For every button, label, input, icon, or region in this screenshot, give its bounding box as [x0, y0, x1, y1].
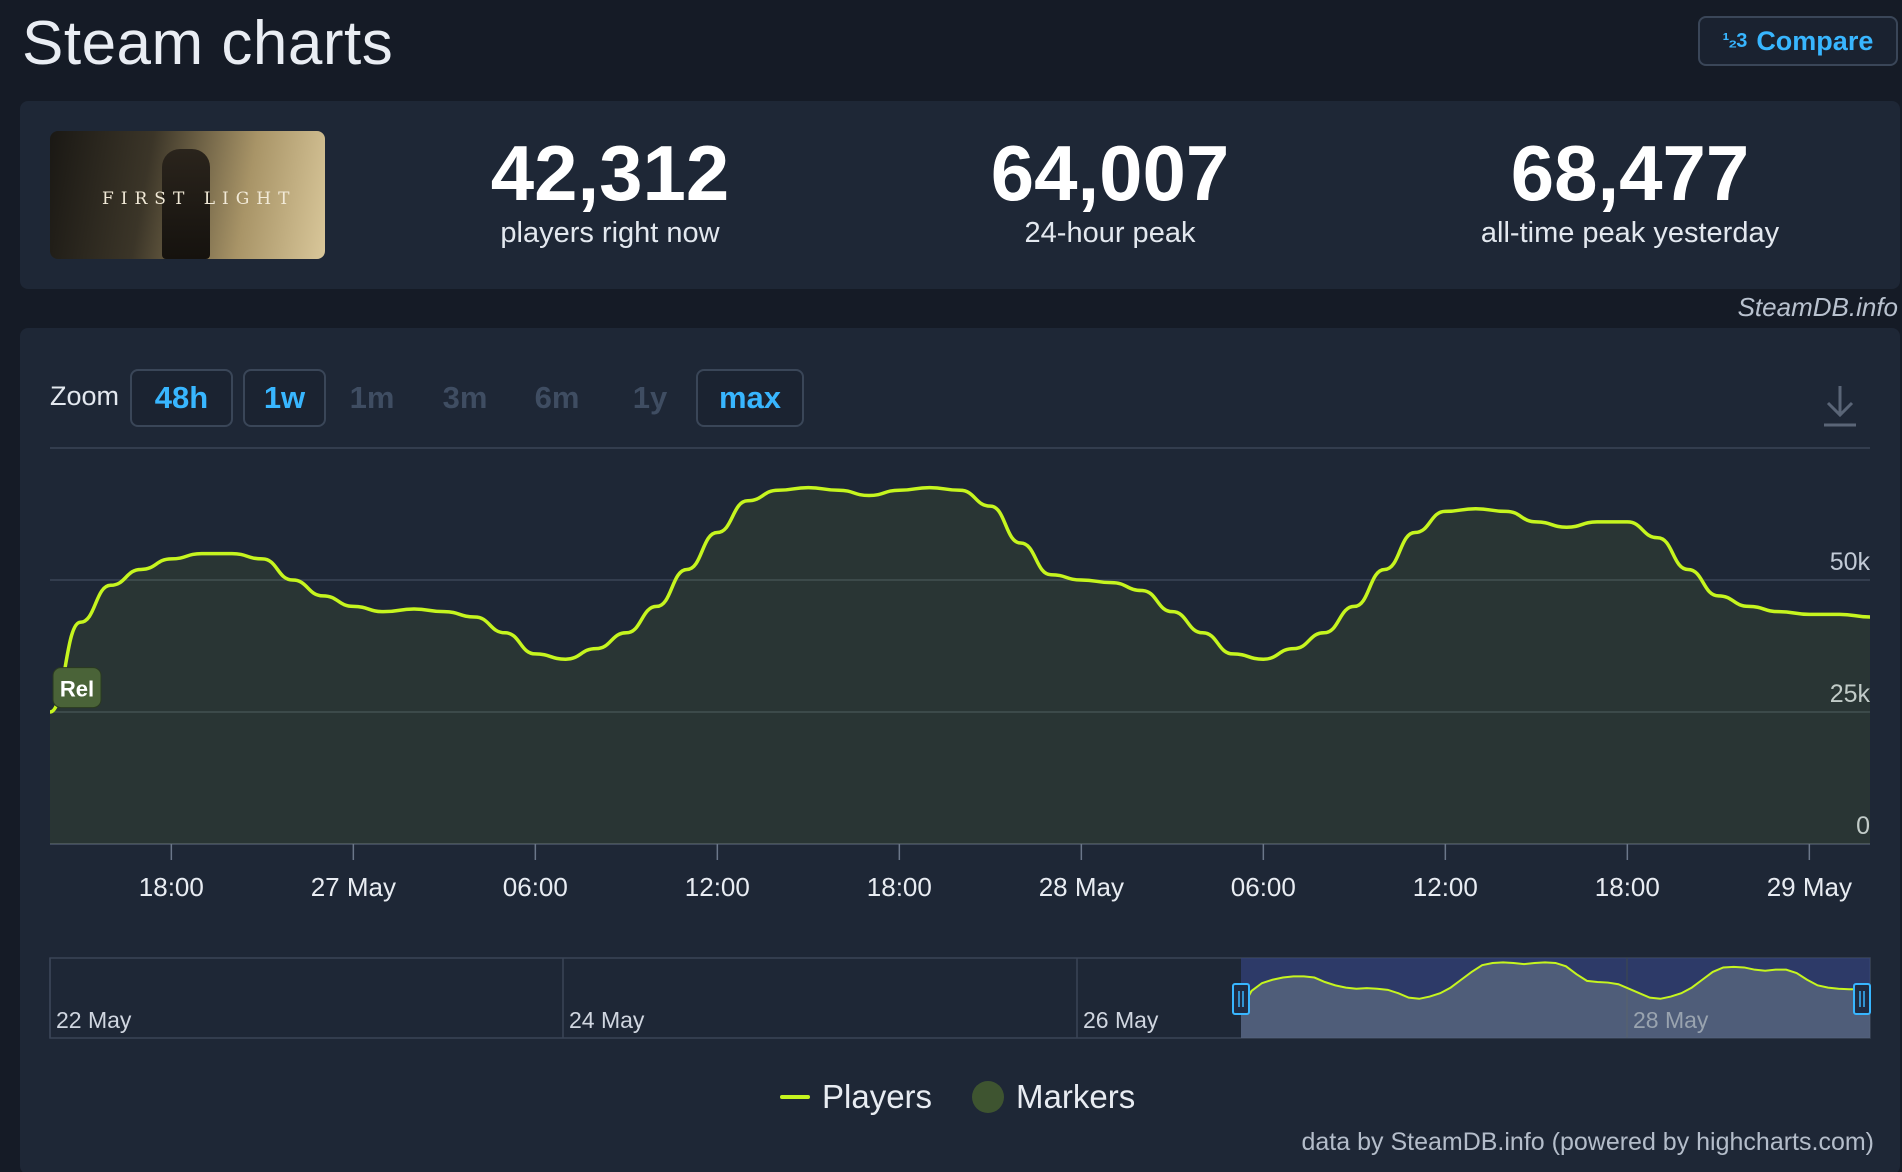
x-tick-label: 28 May [1039, 872, 1124, 902]
stat-24h-peak: 64,007 24-hour peak [960, 131, 1260, 250]
zoom-3m-button[interactable]: 3m [442, 380, 488, 415]
x-tick-label: 06:00 [1231, 872, 1296, 902]
x-tick-label: 29 May [1767, 872, 1852, 902]
zoom-1m-button[interactable]: 1m [349, 380, 395, 415]
stat-players-now: 42,312 players right now [460, 131, 760, 250]
compare-button-label: Compare [1756, 25, 1874, 56]
navigator-left-handle[interactable] [1232, 983, 1250, 1015]
zoom-6m-button[interactable]: 6m [534, 380, 580, 415]
stats-panel: FIRST LIGHT 42,312 players right now 64,… [20, 101, 1900, 289]
all-time-peak-value: 68,477 [1510, 129, 1750, 217]
x-tick-label: 06:00 [503, 872, 568, 902]
players-series-line[interactable] [49, 485, 1871, 714]
players-chart[interactable]: 0 25k 50k 18:00 27 May 06:00 12:00 18:00 28 May… [20, 328, 1900, 1068]
y-tick-label: 50k [1830, 548, 1871, 576]
navigator-date-label: 22 May [56, 1007, 132, 1033]
stat-all-time-peak: 68,477 all-time peak yesterday [1440, 131, 1820, 250]
y-tick-label: 25k [1830, 680, 1871, 708]
game-character-figure [162, 149, 210, 259]
download-icon[interactable] [1822, 384, 1858, 428]
legend-markers[interactable]: Markers [972, 1078, 1135, 1116]
navigator-right-handle[interactable] [1853, 983, 1871, 1015]
zoom-1y-button[interactable]: 1y [632, 380, 668, 415]
legend-players[interactable]: Players [780, 1078, 932, 1116]
game-logo-text: FIRST LIGHT [102, 189, 297, 209]
navigator-series-line [1240, 961, 1871, 1011]
release-marker-label: Rel [60, 677, 94, 702]
footer-credit[interactable]: data by SteamDB.info (powered by highcha… [1301, 1128, 1875, 1156]
players-legend-swatch [780, 1095, 810, 1099]
navigator-date-label: 26 May [1083, 1007, 1159, 1033]
legend-players-label: Players [822, 1078, 933, 1115]
peak-24h-value: 64,007 [990, 129, 1230, 217]
zoom-1w-button[interactable]: 1w [243, 369, 326, 427]
x-tick-label: 12:00 [685, 872, 750, 902]
release-marker[interactable]: Rel [52, 667, 102, 709]
zoom-48h-button[interactable]: 48h [130, 369, 233, 427]
x-tick-label: 18:00 [139, 872, 204, 902]
release-marker-badge[interactable] [52, 667, 102, 709]
players-area-fill [50, 487, 1870, 844]
zoom-max-button[interactable]: max [696, 369, 804, 427]
steamdb-credit-link[interactable]: SteamDB.info [1737, 292, 1898, 322]
players-now-value: 42,312 [490, 129, 730, 217]
navigator-date-label: 24 May [569, 1007, 645, 1033]
players-now-label: players right now [500, 217, 720, 249]
compare-icon: ¹₂3 [1722, 30, 1748, 52]
x-tick-label: 27 May [311, 872, 396, 902]
chart-panel: Zoom 48h 1w 1m 3m 6m 1y max 0 25k 50k 18:0… [20, 328, 1900, 1172]
y-axis-labels: 0 25k 50k [1830, 548, 1871, 840]
page-title: Steam charts [22, 9, 394, 78]
x-tick-label: 18:00 [867, 872, 932, 902]
legend-markers-label: Markers [1016, 1078, 1136, 1115]
chart-gridlines [50, 447, 1870, 845]
zoom-label: Zoom [50, 381, 120, 411]
compare-button[interactable]: ¹₂3 Compare [1698, 16, 1898, 66]
all-time-peak-label: all-time peak yesterday [1480, 217, 1780, 249]
navigator-series-area [1241, 962, 1870, 1038]
x-axis-ticks: 18:00 27 May 06:00 12:00 18:00 28 May 06:00 12:… [139, 844, 1852, 902]
chart-legend: Players Markers [780, 1078, 1135, 1116]
x-tick-label: 18:00 [1595, 872, 1660, 902]
x-tick-label: 12:00 [1413, 872, 1478, 902]
markers-legend-swatch [972, 1081, 1005, 1113]
peak-24h-label: 24-hour peak [1024, 217, 1196, 249]
y-tick-label: 0 [1856, 812, 1870, 840]
game-thumbnail[interactable]: FIRST LIGHT [50, 131, 325, 259]
